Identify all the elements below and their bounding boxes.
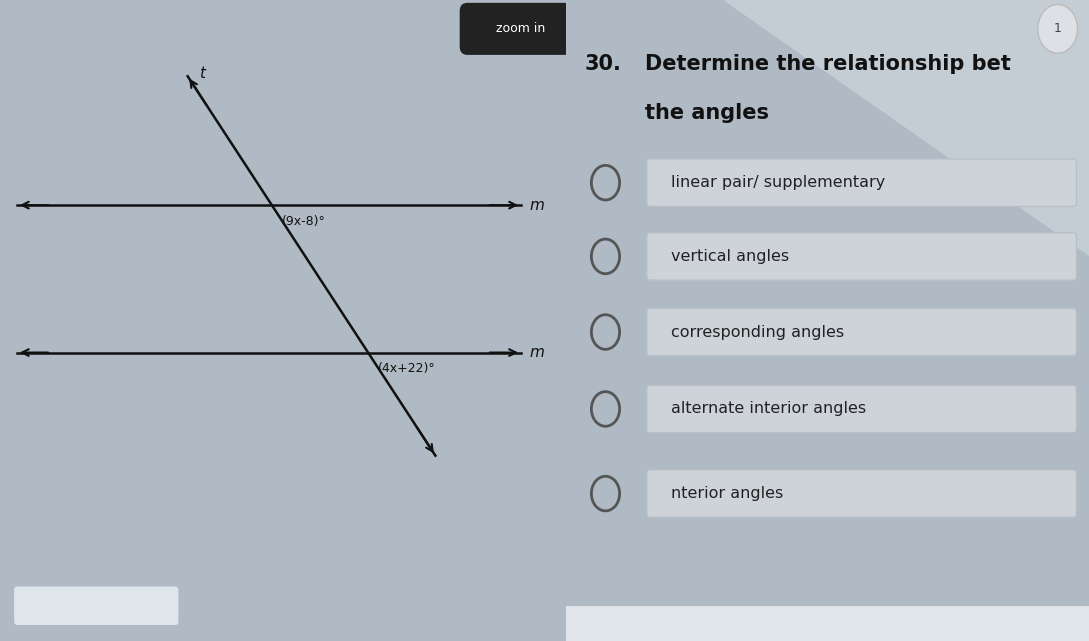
FancyBboxPatch shape	[647, 308, 1076, 356]
FancyBboxPatch shape	[647, 470, 1076, 517]
FancyBboxPatch shape	[566, 606, 1089, 641]
Text: (4x+22)°: (4x+22)°	[378, 362, 436, 375]
Circle shape	[1038, 4, 1077, 53]
Text: Determine the relationship bet: Determine the relationship bet	[645, 54, 1011, 74]
Text: corresponding angles: corresponding angles	[671, 324, 844, 340]
Text: alternate interior angles: alternate interior angles	[671, 401, 866, 417]
Text: vertical angles: vertical angles	[671, 249, 788, 264]
Polygon shape	[723, 0, 1089, 256]
Text: 30.: 30.	[585, 54, 622, 74]
Text: 1: 1	[1054, 22, 1062, 35]
Text: m: m	[529, 345, 544, 360]
Text: (9x-8)°: (9x-8)°	[282, 215, 326, 228]
FancyBboxPatch shape	[647, 385, 1076, 433]
FancyBboxPatch shape	[461, 3, 582, 54]
Text: t: t	[199, 65, 205, 81]
FancyBboxPatch shape	[647, 233, 1076, 280]
FancyBboxPatch shape	[647, 159, 1076, 206]
FancyBboxPatch shape	[14, 587, 179, 625]
Text: m: m	[529, 197, 544, 213]
Text: zoom in: zoom in	[497, 22, 546, 35]
Text: linear pair/ supplementary: linear pair/ supplementary	[671, 175, 885, 190]
Text: the angles: the angles	[645, 103, 769, 122]
Text: nterior angles: nterior angles	[671, 486, 783, 501]
